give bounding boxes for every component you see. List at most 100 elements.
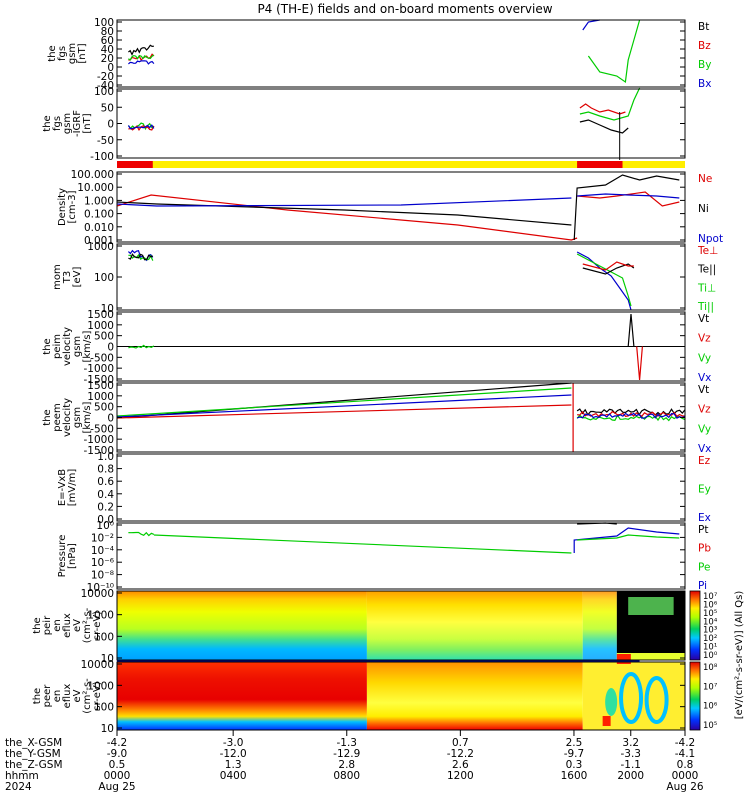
legend-entry: Npot — [698, 233, 723, 245]
legend-entry: Bt — [698, 21, 709, 33]
ytick-label: 0.100 — [84, 209, 114, 221]
ytick-label: 0.001 — [84, 235, 114, 247]
series-line-ni — [116, 201, 572, 226]
series-line-npot — [577, 193, 680, 199]
legend-entry: Pi — [698, 580, 707, 592]
spectrogram-block — [616, 653, 685, 660]
xtick-label: 1.3 — [225, 759, 242, 771]
series-line-vt — [576, 408, 686, 416]
series-line — [627, 313, 635, 347]
spectrogram-block — [366, 662, 583, 730]
ytick-label: 1000 — [87, 680, 114, 692]
ytick-label: 10⁻⁸ — [91, 570, 114, 582]
ytick-label: 500 — [94, 331, 114, 343]
xtick-label: 0000 — [672, 770, 699, 782]
series-line-bz — [128, 53, 155, 61]
series-line-pe — [577, 534, 680, 541]
series-line — [636, 346, 643, 381]
series-line — [579, 119, 629, 134]
ytick-label: 1500 — [87, 309, 114, 321]
y-axis-label: the — [42, 409, 53, 425]
spectrogram-feature — [616, 654, 631, 664]
legend-entry: Ni — [698, 203, 709, 215]
legend-entry: Te⊥ — [697, 245, 718, 257]
y-axis-label: [nT] — [82, 113, 93, 133]
ytick-label: 1.000 — [84, 195, 114, 207]
colorbar-unit-label: [eV/(cm²-s-sr-eV)] (All Qs) — [734, 591, 745, 720]
ytick-label: 0 — [107, 62, 114, 74]
panel-frame — [116, 311, 686, 382]
y-axis-label: (cm²-s- — [82, 607, 93, 643]
spectrogram-block — [366, 591, 583, 660]
colorbar-label: 10⁷ — [703, 592, 718, 602]
y-axis-label: -IGRF — [72, 110, 83, 137]
ytick-label: 0.0 — [97, 514, 114, 526]
y-axis-label: [nT] — [77, 43, 88, 63]
ytick-label: -20 — [97, 71, 114, 83]
ytick-label: 100.000 — [71, 169, 114, 181]
xtick-label: -9.7 — [564, 748, 585, 760]
series-line — [579, 87, 641, 121]
xtick-label: Aug 25 — [98, 781, 135, 793]
mode-bar-red — [117, 161, 153, 168]
xtick-label: 1600 — [561, 770, 588, 782]
legend-entry: Pe — [698, 561, 710, 573]
y-axis-label: [km/s] — [82, 401, 93, 433]
ytick-label: -40 — [97, 80, 114, 92]
x-row-label: 2024 — [5, 781, 32, 793]
xtick-label: -3.3 — [621, 748, 642, 760]
colorbar-label: 10⁵ — [703, 609, 717, 619]
x-row-label: the_X-GSM — [5, 737, 62, 749]
legend-entry: Bx — [698, 78, 711, 90]
legend-entry: Vx — [698, 372, 711, 384]
series-line-by — [128, 54, 155, 61]
y-axis-label: velocity — [62, 327, 73, 366]
xtick-label: -3.0 — [223, 737, 244, 749]
legend-entry: Ti⊥ — [697, 282, 716, 294]
ytick-label: 500 — [94, 402, 114, 414]
ytick-label: 10.000 — [77, 182, 114, 194]
x-row-label: the_Y-GSM — [5, 748, 61, 760]
y-axis-label: (cm²-s- — [82, 678, 93, 714]
series-line — [582, 261, 634, 271]
data-layer — [116, 19, 686, 554]
ytick-label: -500 — [90, 423, 114, 435]
ytick-label: 10 — [101, 723, 114, 735]
y-axis-label: [mV/m] — [67, 469, 78, 507]
series-line — [128, 344, 155, 349]
y-axis-label: eflux — [62, 613, 73, 638]
series-line — [128, 253, 153, 261]
spectrogram-block — [582, 591, 617, 660]
series-line-pi — [573, 527, 680, 553]
series-line-vx — [116, 394, 572, 418]
y-axis-label: peir — [42, 615, 53, 635]
y-axis-label: gsm — [62, 113, 73, 134]
legend-entry: Vy — [698, 352, 711, 364]
xtick-label: -12.9 — [333, 748, 360, 760]
legend-entry: Bz — [698, 40, 711, 52]
y-axis-label: [cm-3] — [67, 190, 78, 223]
ytick-label: 10⁻¹⁰ — [87, 582, 114, 594]
panel-frame — [116, 88, 686, 159]
y-axis-label: gsm — [67, 43, 78, 64]
ytick-label: 10 — [101, 303, 114, 315]
ytick-label: 0 — [107, 342, 114, 354]
xtick-label: 3.2 — [622, 737, 639, 749]
spectrogram-block — [117, 662, 367, 730]
ytick-label: -1000 — [83, 363, 114, 375]
ytick-label: 10⁰ — [96, 520, 114, 532]
xtick-label: 0.8 — [677, 759, 694, 771]
ytick-label: 100 — [94, 702, 114, 714]
panel-frame — [116, 171, 686, 243]
ytick-label: 10000 — [81, 588, 114, 600]
panel-frame — [116, 382, 686, 453]
ytick-label: 10000 — [81, 659, 114, 671]
panel-frame — [116, 522, 686, 590]
ytick-label: 0.2 — [97, 501, 114, 513]
colorbar-label: 10⁸ — [703, 663, 718, 673]
ytick-label: 10⁻⁶ — [91, 557, 114, 569]
xtick-label: -4.2 — [675, 737, 696, 749]
series-line — [582, 263, 635, 275]
x-row-label: hhmm — [5, 770, 39, 782]
